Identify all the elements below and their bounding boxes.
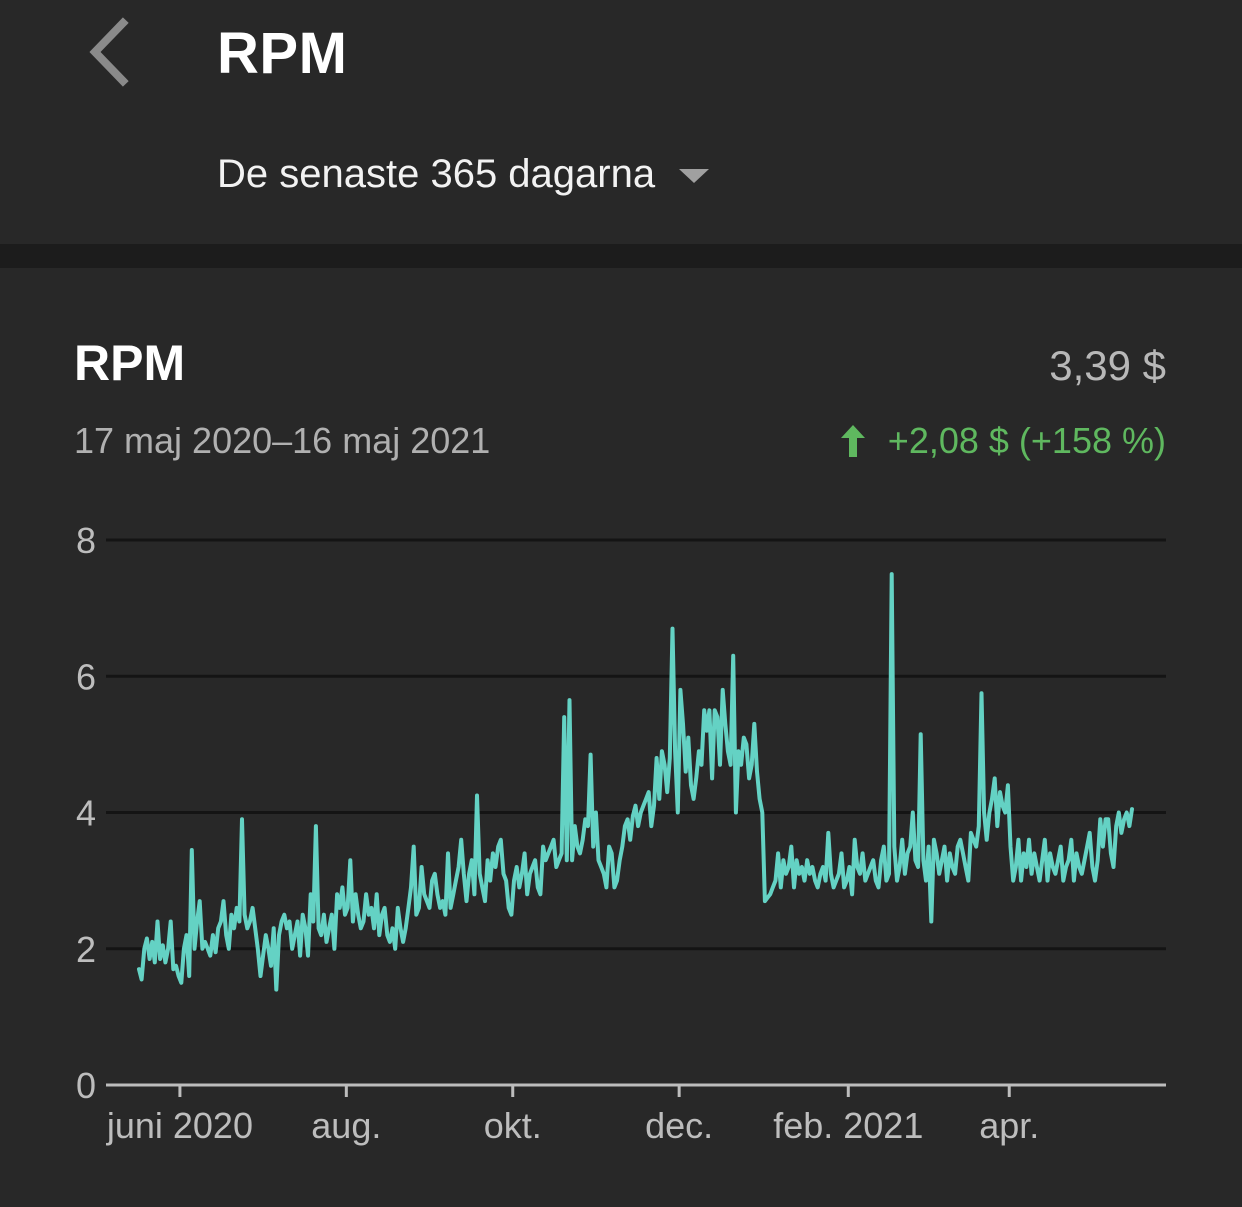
card-value: 3,39 $ (1049, 342, 1166, 389)
y-tick-label: 0 (76, 1065, 96, 1106)
rpm-card: RPM 3,39 $ 17 maj 2020–16 maj 2021 +2,08… (0, 268, 1242, 1202)
change-value: +2,08 $ (+158 %) (887, 420, 1166, 461)
x-tick-label: aug. (311, 1105, 381, 1146)
chart: 0 2 4 6 8 juni 2020 aug. okt. dec. feb. 2021 apr. (0, 508, 1242, 1202)
app-bar: RPM De senaste 365 dagarna (0, 0, 1242, 244)
x-tick-label: apr. (979, 1105, 1039, 1146)
back-button[interactable] (70, 12, 150, 92)
chevron-left-icon (89, 17, 129, 87)
y-tick-label: 4 (76, 793, 96, 834)
date-range: 17 maj 2020–16 maj 2021 (74, 420, 491, 461)
rpm-line-chart: 0 2 4 6 8 juni 2020 aug. okt. dec. feb. 2021 apr. (76, 520, 1166, 1146)
y-tick-label: 2 (76, 929, 96, 970)
period-label: De senaste 365 dagarna (217, 151, 656, 196)
arrow-up-icon (840, 425, 865, 457)
period-dropdown[interactable]: De senaste 365 dagarna (217, 148, 710, 200)
caret-down-icon (679, 169, 710, 183)
series-line (137, 572, 1134, 992)
x-tick-label: okt. (484, 1105, 542, 1146)
x-tick-label: feb. 2021 (773, 1105, 923, 1146)
section-divider (0, 244, 1242, 268)
card-title: RPM (74, 335, 186, 391)
x-tick-label: dec. (645, 1105, 713, 1146)
y-tick-label: 8 (76, 520, 96, 561)
change-indicator: +2,08 $ (+158 %) (840, 420, 1166, 462)
y-tick-label: 6 (76, 656, 96, 697)
x-tick-label: juni 2020 (106, 1105, 253, 1146)
page-title: RPM (217, 21, 348, 86)
